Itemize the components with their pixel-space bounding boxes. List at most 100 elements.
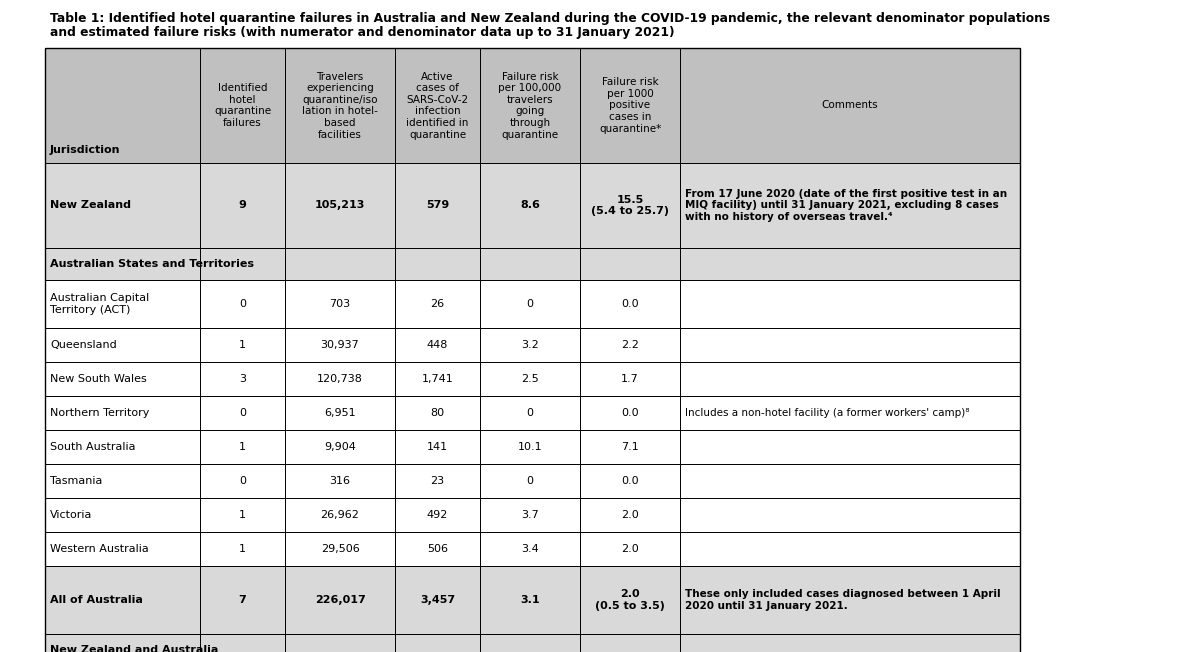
Bar (480, 328, 580, 362)
Bar (480, 566, 580, 634)
Text: From 17 June 2020 (date of the first positive test in an
MIQ facility) until 31 : From 17 June 2020 (date of the first pos… (685, 189, 1007, 222)
Bar (200, 498, 286, 532)
Text: 6,951: 6,951 (324, 408, 356, 418)
Bar (680, 248, 1020, 280)
Bar (680, 566, 1020, 634)
Bar (480, 362, 580, 396)
Bar (680, 48, 1020, 163)
Bar (46, 280, 200, 328)
Bar (286, 48, 395, 163)
Bar (395, 532, 480, 566)
Text: New Zealand: New Zealand (50, 201, 131, 211)
Bar (200, 566, 286, 634)
Text: Queensland: Queensland (50, 340, 116, 350)
Bar (46, 532, 200, 566)
Bar (480, 163, 580, 248)
Bar (286, 430, 395, 464)
Bar (200, 280, 286, 328)
Bar (680, 280, 1020, 328)
Bar (680, 464, 1020, 498)
Bar (200, 248, 286, 280)
Text: 9,904: 9,904 (324, 442, 356, 452)
Bar (46, 163, 200, 248)
Bar (395, 498, 480, 532)
Text: 105,213: 105,213 (314, 201, 365, 211)
Text: 26,962: 26,962 (320, 510, 360, 520)
Text: Identified
hotel
quarantine
failures: Identified hotel quarantine failures (214, 83, 271, 128)
Text: 1: 1 (239, 340, 246, 350)
Bar (200, 163, 286, 248)
Bar (480, 48, 580, 163)
Text: Failure risk
per 100,000
travelers
going
through
quarantine: Failure risk per 100,000 travelers going… (498, 72, 562, 140)
Bar (480, 280, 580, 328)
Text: New Zealand and Australia: New Zealand and Australia (50, 645, 218, 652)
Text: 316: 316 (330, 476, 350, 486)
Bar (395, 48, 480, 163)
Bar (395, 248, 480, 280)
Bar (46, 362, 200, 396)
Bar (395, 362, 480, 396)
Bar (580, 328, 680, 362)
Bar (46, 566, 200, 634)
Bar (286, 328, 395, 362)
Text: 0.0: 0.0 (622, 299, 638, 309)
Bar (286, 464, 395, 498)
Text: Western Australia: Western Australia (50, 544, 149, 554)
Bar (580, 634, 680, 652)
Text: 0: 0 (239, 299, 246, 309)
Bar (480, 498, 580, 532)
Bar (580, 396, 680, 430)
Bar (286, 532, 395, 566)
Bar (680, 634, 1020, 652)
Bar (286, 396, 395, 430)
Bar (580, 566, 680, 634)
Bar (46, 430, 200, 464)
Bar (46, 48, 200, 163)
Text: 26: 26 (431, 299, 444, 309)
Text: 3.2: 3.2 (521, 340, 539, 350)
Bar (580, 248, 680, 280)
Text: 9: 9 (239, 201, 246, 211)
Bar (580, 498, 680, 532)
Text: 492: 492 (427, 510, 448, 520)
Text: Australian States and Territories: Australian States and Territories (50, 259, 254, 269)
Text: 0: 0 (527, 408, 534, 418)
Text: 448: 448 (427, 340, 448, 350)
Bar (480, 634, 580, 652)
Bar (680, 498, 1020, 532)
Text: 0.0: 0.0 (622, 408, 638, 418)
Text: New South Wales: New South Wales (50, 374, 146, 384)
Text: 703: 703 (330, 299, 350, 309)
Bar (580, 532, 680, 566)
Text: 120,738: 120,738 (317, 374, 362, 384)
Bar (680, 430, 1020, 464)
Bar (286, 248, 395, 280)
Bar (286, 634, 395, 652)
Text: 0: 0 (239, 476, 246, 486)
Bar (680, 532, 1020, 566)
Bar (395, 430, 480, 464)
Text: 2.0: 2.0 (622, 544, 638, 554)
Bar (46, 464, 200, 498)
Bar (480, 532, 580, 566)
Text: Table 1: Identified hotel quarantine failures in Australia and New Zealand durin: Table 1: Identified hotel quarantine fai… (50, 12, 1050, 25)
Bar (395, 163, 480, 248)
Bar (286, 362, 395, 396)
Bar (480, 248, 580, 280)
Text: 506: 506 (427, 544, 448, 554)
Bar (200, 464, 286, 498)
Text: 1,741: 1,741 (421, 374, 454, 384)
Bar (395, 280, 480, 328)
Bar (200, 430, 286, 464)
Text: 3: 3 (239, 374, 246, 384)
Bar (580, 48, 680, 163)
Text: 80: 80 (431, 408, 444, 418)
Text: 7: 7 (239, 595, 246, 605)
Text: and estimated failure risks (with numerator and denominator data up to 31 Januar: and estimated failure risks (with numera… (50, 26, 674, 39)
Bar (395, 396, 480, 430)
Bar (200, 328, 286, 362)
Text: 0: 0 (527, 476, 534, 486)
Text: Travelers
experiencing
quarantine/iso
lation in hotel-
based
facilities: Travelers experiencing quarantine/iso la… (302, 72, 378, 140)
Bar (46, 634, 200, 652)
Text: 1: 1 (239, 442, 246, 452)
